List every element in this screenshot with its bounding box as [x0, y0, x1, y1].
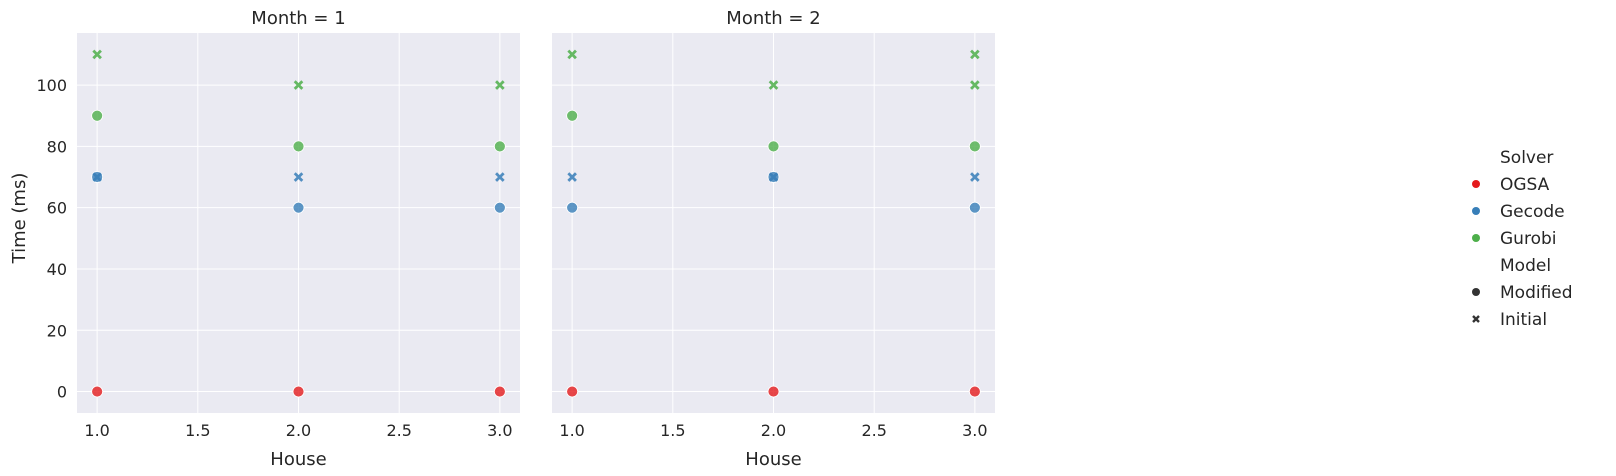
point-ogsa-modified — [493, 385, 506, 398]
legend-marker-gurobi — [1472, 234, 1480, 242]
legend-label-initial: Initial — [1500, 310, 1547, 330]
panel-title: Month = 1 — [251, 8, 345, 29]
y-axis-label: Time (ms) — [9, 173, 30, 265]
y-tick-label: 40 — [47, 260, 67, 279]
x-tick-label: 2.5 — [861, 421, 886, 440]
x-tick-label: 1.0 — [559, 421, 584, 440]
x-tick-label: 2.0 — [286, 421, 311, 440]
point-gecode-modified — [493, 201, 506, 214]
legend-label-modified: Modified — [1500, 283, 1573, 303]
x-tick-label: 2.5 — [386, 421, 411, 440]
point-gurobi-modified — [767, 140, 780, 153]
legend-marker-gecode — [1472, 207, 1480, 215]
legend-marker-modified — [1472, 288, 1480, 296]
y-tick-label: 20 — [47, 321, 67, 340]
panel-2: 1.0 1.5 2.0 2.5 3.0 Month = 2 House — [552, 8, 995, 470]
point-gurobi-modified — [968, 140, 981, 153]
panel-title: Month = 2 — [726, 8, 820, 29]
legend-label-ogsa: OGSA — [1500, 175, 1550, 195]
point-gecode-initial — [92, 172, 102, 182]
point-gecode-initial — [567, 172, 577, 182]
y-tick-label: 0 — [57, 383, 67, 402]
point-ogsa-modified — [91, 385, 104, 398]
point-gecode-modified — [968, 201, 981, 214]
x-tick-label: 1.5 — [185, 421, 210, 440]
legend-title-solver: Solver — [1500, 148, 1553, 168]
legend-marker-ogsa — [1472, 180, 1480, 188]
point-gurobi-initial — [970, 49, 980, 60]
x-axis-label: House — [270, 449, 326, 470]
point-gecode-modified — [566, 201, 579, 214]
y-tick-label: 60 — [47, 199, 67, 218]
x-tick-label: 3.0 — [487, 421, 512, 440]
point-gurobi-initial — [92, 49, 102, 60]
legend: Solver OGSA Gecode Gurobi Model Modified Initi… — [1472, 148, 1573, 330]
point-gurobi-initial — [768, 80, 779, 90]
point-gurobi-initial — [970, 80, 980, 90]
y-tick-label: 100 — [36, 76, 67, 95]
x-tick-label: 2.0 — [761, 421, 786, 440]
x-tick-label: 3.0 — [962, 421, 987, 440]
legend-label-gurobi: Gurobi — [1500, 229, 1556, 249]
point-ogsa-modified — [292, 385, 305, 398]
point-gecode-initial — [293, 172, 304, 182]
y-tick-label: 80 — [47, 137, 67, 156]
x-tick-label: 1.5 — [660, 421, 685, 440]
point-gecode-modified — [292, 201, 305, 214]
point-gecode-initial — [495, 172, 505, 182]
point-gurobi-modified — [566, 109, 579, 122]
legend-label-gecode: Gecode — [1500, 202, 1565, 222]
point-gurobi-initial — [495, 80, 505, 90]
point-gecode-initial — [768, 172, 779, 182]
x-tick-label: 1.0 — [84, 421, 109, 440]
point-gurobi-initial — [567, 49, 577, 60]
point-gecode-initial — [970, 172, 980, 182]
point-ogsa-modified — [767, 385, 780, 398]
legend-marker-initial — [1472, 315, 1480, 323]
point-gurobi-modified — [493, 140, 506, 153]
point-gurobi-modified — [292, 140, 305, 153]
panel-1: 1.0 1.5 2.0 2.5 3.0 0 20 40 60 80 100 Month = 1 Hous… — [36, 8, 520, 470]
point-ogsa-modified — [566, 385, 579, 398]
point-gurobi-initial — [293, 80, 304, 90]
panels: 1.0 1.5 2.0 2.5 3.0 0 20 40 60 80 100 Month = 1 Hous… — [36, 8, 995, 470]
legend-title-model: Model — [1500, 256, 1551, 276]
point-gurobi-modified — [91, 109, 104, 122]
x-axis-label: House — [745, 449, 801, 470]
point-ogsa-modified — [968, 385, 981, 398]
